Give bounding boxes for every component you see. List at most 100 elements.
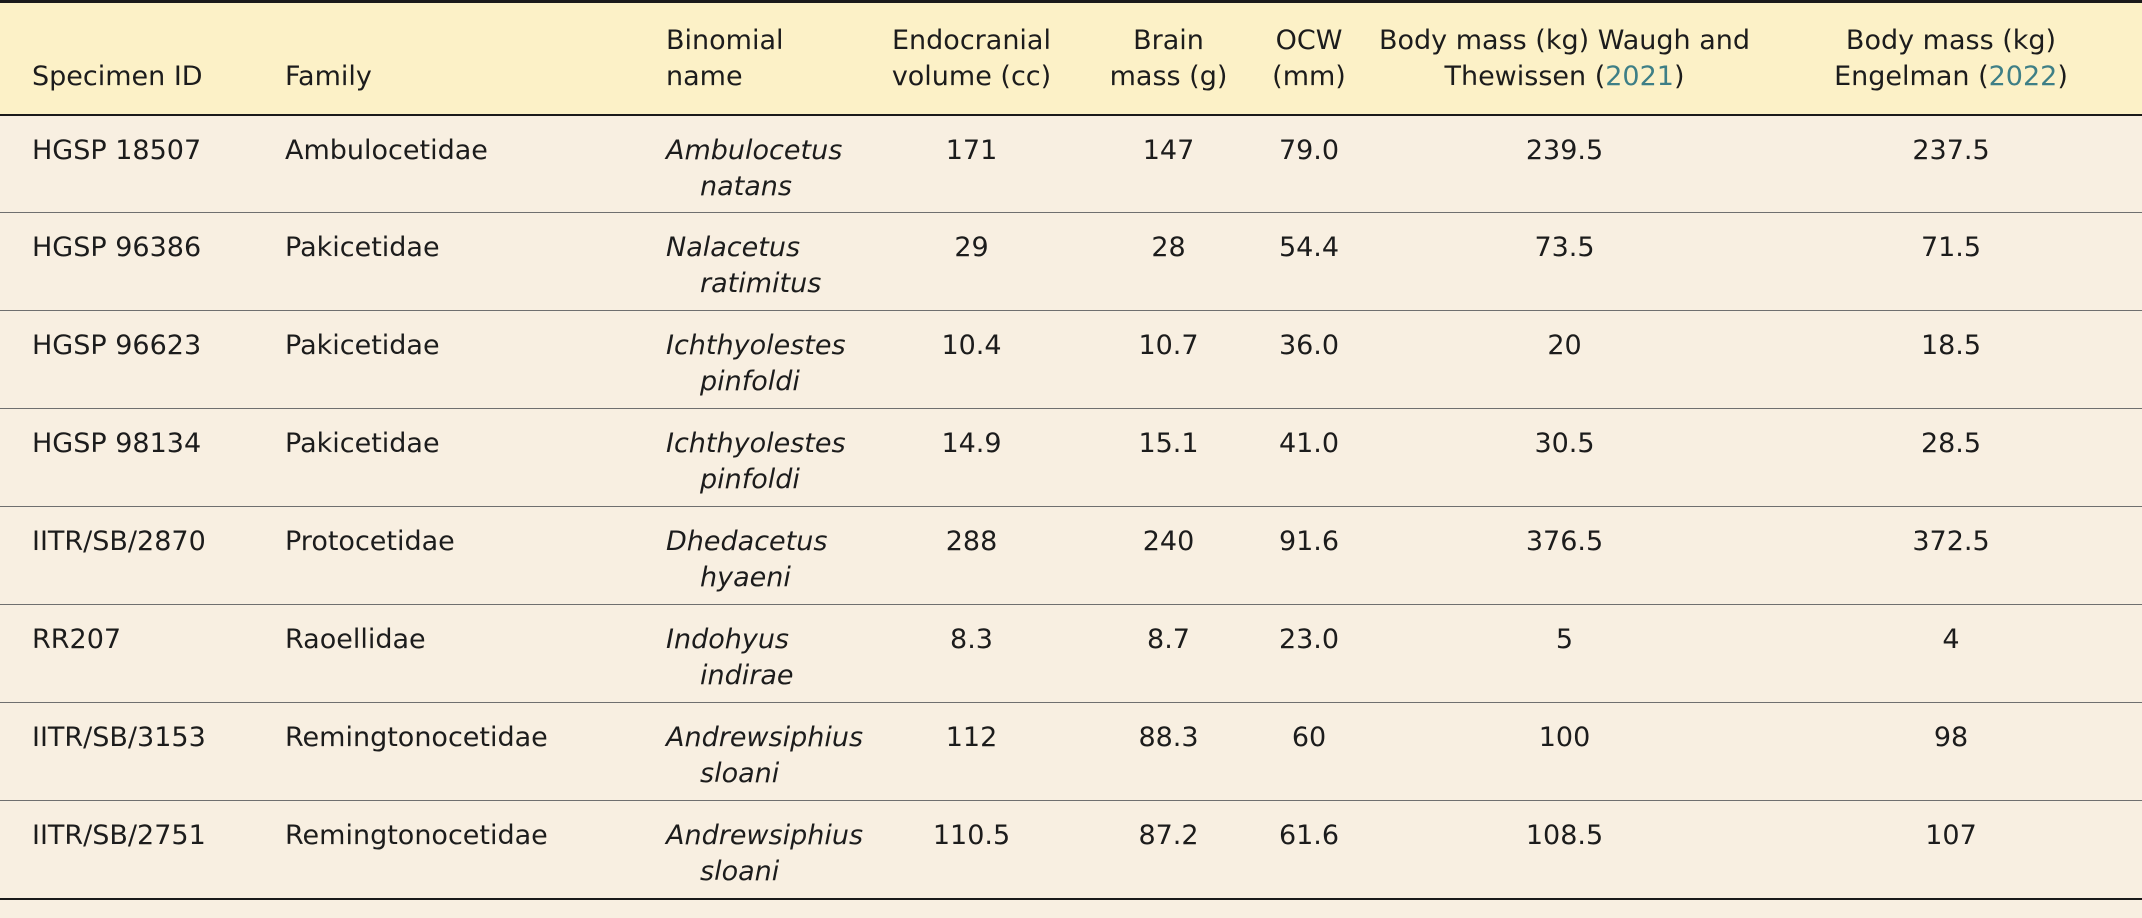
cell-brain-mass: 240 — [1088, 506, 1249, 605]
cell-species: sloani — [700, 856, 780, 887]
cell-genus: Andrewsiphius — [666, 820, 864, 851]
cell-body-mass-waugh: 73.5 — [1369, 212, 1760, 311]
cell-body-mass-engelman: 237.5 — [1760, 114, 2142, 213]
header-bm-engelman-close: ) — [2057, 61, 2068, 92]
cell-family: Pakicetidae — [277, 212, 658, 311]
cell-ocw: 61.6 — [1249, 800, 1369, 900]
table-row: RR207 Raoellidae Indohyus indirae 8.3 8.7 23.0… — [0, 604, 2142, 703]
cell-family: Pakicetidae — [277, 408, 658, 507]
cell-genus: Ambulocetus — [666, 134, 843, 166]
cell-specimen-id: HGSP 98134 — [0, 408, 277, 507]
header-brain-mass: Brain mass (g) — [1088, 0, 1249, 116]
cell-body-mass-waugh: 100 — [1369, 702, 1760, 801]
header-binomial-line1: Binomial — [666, 25, 784, 56]
header-brain-line1: Brain — [1133, 25, 1204, 56]
table-row: IITR/SB/2870 Protocetidae Dhedacetus hyaeni… — [0, 506, 2142, 605]
cell-species: sloani — [700, 758, 780, 789]
cell-body-mass-engelman: 71.5 — [1760, 212, 2142, 311]
table-row: HGSP 18507 Ambulocetidae Ambulocetus natans… — [0, 114, 2142, 213]
cell-family: Remingtonocetidae — [277, 702, 658, 801]
cell-specimen-id: HGSP 96386 — [0, 212, 277, 311]
cell-endocranial-volume: 10.4 — [855, 310, 1088, 409]
cell-body-mass-engelman: 28.5 — [1760, 408, 2142, 507]
cell-brain-mass: 15.1 — [1088, 408, 1249, 507]
cell-ocw: 36.0 — [1249, 310, 1369, 409]
cell-genus: Andrewsiphius — [666, 722, 864, 753]
header-family: Family — [277, 0, 658, 116]
cell-body-mass-engelman: 107 — [1760, 800, 2142, 900]
cell-body-mass-waugh: 239.5 — [1369, 114, 1760, 213]
header-bm-waugh-author: Thewissen ( — [1444, 61, 1606, 92]
cell-genus: Dhedacetus — [666, 526, 828, 557]
table-body: HGSP 18507 Ambulocetidae Ambulocetus natans… — [0, 114, 2142, 900]
cell-family: Remingtonocetidae — [277, 800, 658, 900]
header-specimen-id-label: Specimen ID — [32, 61, 203, 92]
cell-endocranial-volume: 8.3 — [855, 604, 1088, 703]
cell-ocw: 79.0 — [1249, 114, 1369, 213]
cell-species: pinfoldi — [700, 366, 800, 397]
header-family-label: Family — [285, 61, 372, 92]
header-bm-waugh-line1: Body mass (kg) Waugh and — [1379, 25, 1750, 56]
header-binomial-name: Binomial name — [658, 0, 855, 116]
header-bm-engelman-author: Engelman ( — [1834, 61, 1989, 92]
header-bm-waugh-close: ) — [1673, 61, 1685, 92]
cell-family: Protocetidae — [277, 506, 658, 605]
cell-ocw: 91.6 — [1249, 506, 1369, 605]
cell-endocranial-volume: 171 — [855, 114, 1088, 213]
header-endocranial-line2: volume (cc) — [891, 61, 1052, 92]
cell-binomial-name: Ambulocetus natans — [658, 114, 855, 213]
cell-endocranial-volume: 112 — [855, 702, 1088, 801]
cell-species: hyaeni — [700, 562, 791, 593]
table-row: HGSP 96386 Pakicetidae Nalacetus ratimitus 2… — [0, 212, 2142, 311]
cell-body-mass-engelman: 372.5 — [1760, 506, 2142, 605]
cell-body-mass-waugh: 5 — [1369, 604, 1760, 703]
cell-brain-mass: 88.3 — [1088, 702, 1249, 801]
cell-binomial-name: Ichthyolestes pinfoldi — [658, 408, 855, 507]
cell-specimen-id: IITR/SB/2751 — [0, 800, 277, 900]
table-row: HGSP 96623 Pakicetidae Ichthyolestes pinfol… — [0, 310, 2142, 409]
cell-endocranial-volume: 29 — [855, 212, 1088, 311]
cell-species: indirae — [700, 660, 794, 691]
cell-body-mass-engelman: 98 — [1760, 702, 2142, 801]
header-body-mass-waugh: Body mass (kg) Waugh and Thewissen (2021… — [1369, 0, 1760, 116]
header-ocw: OCW (mm) — [1249, 0, 1369, 116]
cell-brain-mass: 8.7 — [1088, 604, 1249, 703]
cell-species: natans — [700, 170, 792, 202]
citation-link-2021[interactable]: 2021 — [1605, 61, 1674, 92]
header-binomial-line2: name — [666, 61, 743, 92]
header-bm-waugh-line2: Thewissen (2021) — [1377, 59, 1752, 95]
cell-body-mass-waugh: 376.5 — [1369, 506, 1760, 605]
table-row: IITR/SB/3153 Remingtonocetidae Andrewsiphi… — [0, 702, 2142, 801]
cell-family: Pakicetidae — [277, 310, 658, 409]
citation-link-2022[interactable]: 2022 — [1988, 61, 2058, 92]
cell-genus: Indohyus — [666, 624, 790, 655]
table-row: HGSP 98134 Pakicetidae Ichthyolestes pinfol… — [0, 408, 2142, 507]
cell-species: pinfoldi — [700, 464, 800, 495]
cell-specimen-id: IITR/SB/2870 — [0, 506, 277, 605]
cell-specimen-id: HGSP 18507 — [0, 114, 277, 213]
cell-ocw: 23.0 — [1249, 604, 1369, 703]
cell-brain-mass: 28 — [1088, 212, 1249, 311]
cell-genus: Ichthyolestes — [666, 330, 846, 361]
header-bm-engelman-line2: Engelman (2022) — [1768, 59, 2134, 95]
header-ocw-line1: OCW — [1275, 25, 1343, 56]
cell-body-mass-waugh: 108.5 — [1369, 800, 1760, 900]
header-brain-line2: mass (g) — [1109, 61, 1228, 92]
header-row: Specimen ID Family Binomial name Endocra… — [0, 0, 2142, 116]
cell-body-mass-waugh: 20 — [1369, 310, 1760, 409]
cell-binomial-name: Ichthyolestes pinfoldi — [658, 310, 855, 409]
header-specimen-id: Specimen ID — [0, 0, 277, 116]
cell-brain-mass: 87.2 — [1088, 800, 1249, 900]
cell-brain-mass: 147 — [1088, 114, 1249, 213]
header-body-mass-engelman: Body mass (kg) Engelman (2022) — [1760, 0, 2142, 116]
cell-endocranial-volume: 288 — [855, 506, 1088, 605]
table-row: IITR/SB/2751 Remingtonocetidae Andrewsiphi… — [0, 800, 2142, 900]
cell-specimen-id: HGSP 96623 — [0, 310, 277, 409]
cell-body-mass-engelman: 18.5 — [1760, 310, 2142, 409]
cell-family: Raoellidae — [277, 604, 658, 703]
cell-endocranial-volume: 14.9 — [855, 408, 1088, 507]
cell-binomial-name: Indohyus indirae — [658, 604, 855, 703]
cell-genus: Nalacetus — [666, 232, 801, 263]
cell-family: Ambulocetidae — [277, 114, 658, 213]
header-bm-engelman-line1: Body mass (kg) — [1845, 25, 2057, 56]
